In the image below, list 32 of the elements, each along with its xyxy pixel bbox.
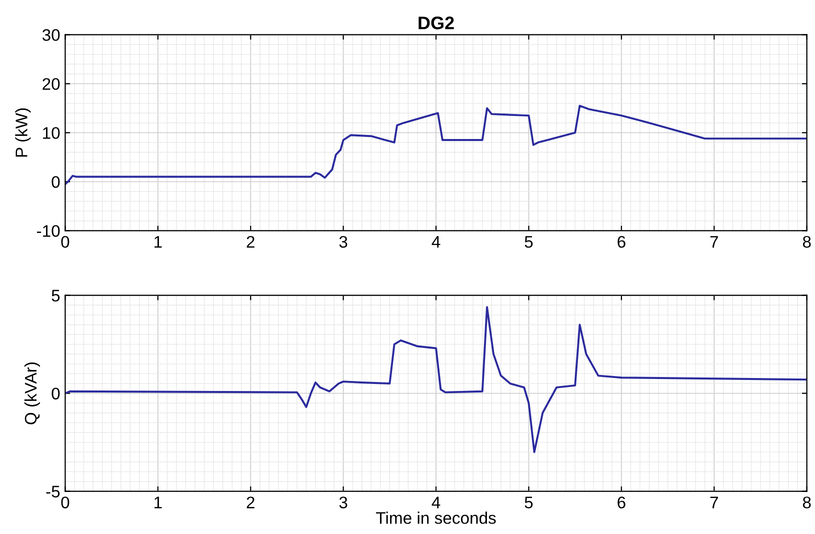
x-tick-label: 5 [524,236,533,248]
x-tick-label: 4 [432,496,440,508]
y-tick-label: 10 [43,127,60,139]
x-tick-label: 1 [154,236,162,248]
y-axis-title: Q (kVAr) [24,362,40,424]
y-tick-label: 5 [52,290,60,302]
x-tick-label: 7 [710,496,718,508]
x-tick-label: 8 [802,496,811,508]
x-tick-label: 0 [61,496,70,508]
x-tick-label: 6 [618,496,626,508]
x-tick-label: 3 [339,496,348,508]
y-tick-label: 20 [42,78,60,90]
chart-title: DG2 [418,16,454,30]
x-tick-label: 8 [802,236,811,248]
x-tick-label: 4 [432,236,440,248]
y-tick-label: -5 [46,486,60,498]
x-tick-label: 2 [246,496,254,508]
x-tick-label: 2 [246,236,254,248]
x-tick-label: 1 [154,496,162,508]
x-tick-label: 0 [61,236,70,248]
x-tick-label: 3 [339,236,348,248]
x-tick-label: 5 [524,496,533,508]
x-tick-label: 6 [618,236,626,248]
line-series [65,104,807,186]
y-axis-title: P (kW) [15,108,31,157]
y-tick-label: 0 [52,388,60,400]
y-tick-label: -10 [36,225,60,237]
x-axis-title: Time in seconds [376,512,496,524]
y-tick-label: 0 [52,176,60,188]
x-tick-label: 7 [710,236,718,248]
line-series [65,306,807,454]
y-tick-label: 30 [42,29,60,41]
